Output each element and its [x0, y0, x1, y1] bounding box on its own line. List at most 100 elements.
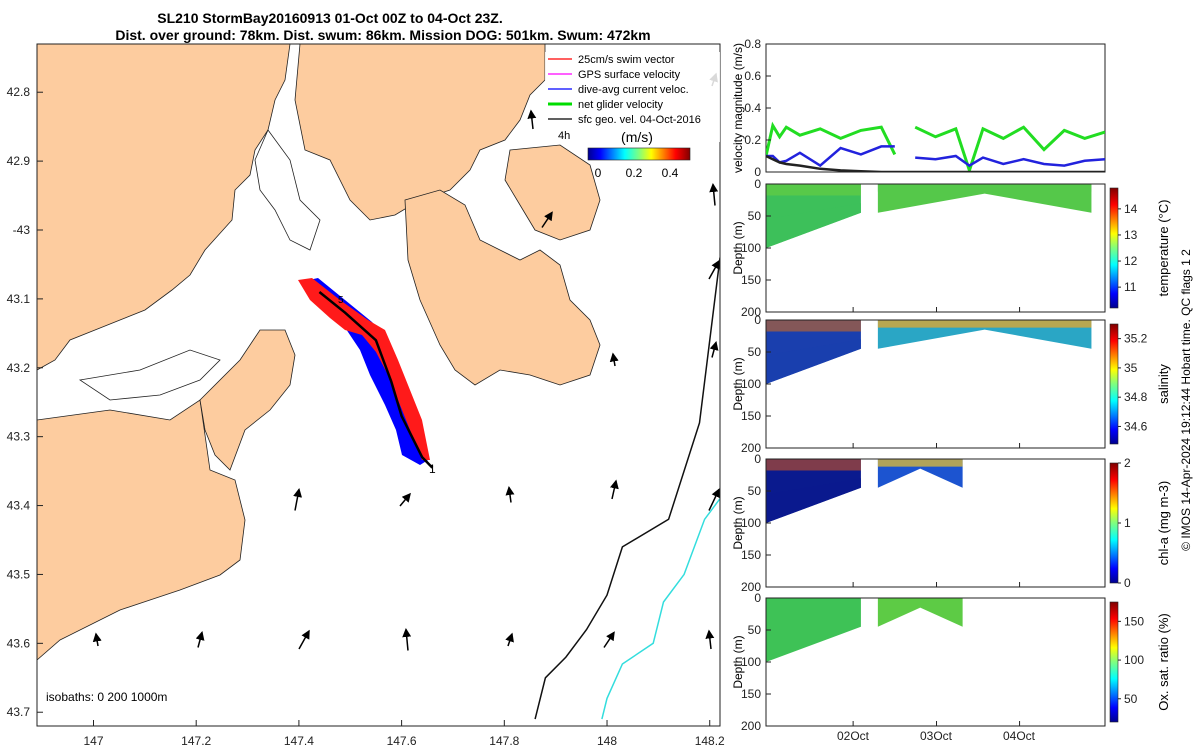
section-ytick-label: 0: [754, 313, 761, 327]
section-colorbar: [1109, 187, 1119, 309]
geostrophic-arrows: [92, 72, 720, 651]
map-xtick-label: 147.4: [284, 734, 314, 748]
map-ytick-label: 43.3: [7, 430, 31, 444]
legend-end-label: 4h: [558, 130, 570, 142]
velocity-ytick-label: 0.4: [744, 101, 761, 115]
section-ytick-label: 0: [754, 177, 761, 191]
speed-colorbar: [587, 147, 691, 161]
map-ytick-label: 43.5: [7, 567, 31, 581]
map-ytick-label: -43: [13, 223, 31, 237]
section-ytick-label: 150: [741, 548, 761, 562]
colorbar-tick-label: 2: [1124, 456, 1131, 470]
map-ytick-label: 42.9: [7, 154, 31, 168]
map-legend: 25cm/s swim vector GPS surface velocity di…: [545, 52, 720, 142]
map-ytick-label: 42.8: [7, 85, 31, 99]
colorbar-label: chl-a (mg m-3): [1156, 481, 1171, 566]
section-ytick-label: 200: [741, 305, 761, 319]
section-data-left: [766, 598, 861, 662]
velocity-series-line: [914, 125, 1105, 172]
geo-velocity-arrow: [399, 492, 411, 507]
legend-entry-label: sfc geo. vel. 04-Oct-2016: [578, 114, 701, 126]
colorbar-tick-2: 0.4: [662, 166, 679, 180]
colorbar-title: (m/s): [621, 129, 653, 145]
land-mainland-north: [37, 44, 291, 371]
colorbar-tick-label: 50: [1124, 692, 1138, 706]
section-colorbar: [1109, 462, 1119, 584]
isobaths-note: isobaths: 0 200 1000m: [46, 690, 167, 704]
geo-velocity-arrow: [709, 341, 719, 358]
section-ytick-label: 50: [748, 209, 762, 223]
colorbar-tick-label: 1: [1124, 516, 1131, 530]
section-ylabel: Depth (m): [731, 496, 745, 549]
land-tasman-peninsula: [404, 189, 601, 386]
section-ytick-label: 100: [741, 241, 761, 255]
dive-avg-current-band: [300, 278, 428, 465]
geo-velocity-arrow: [527, 109, 537, 130]
colorbar-label: salinity: [1156, 364, 1171, 404]
section-panel-chl-a: 0 50 100 150 200 Depth (m) 0 1 2 chl-a (mg m-3): [731, 452, 1171, 594]
xtick-02oct: 02Oct: [837, 729, 870, 743]
geo-velocity-arrow: [298, 629, 310, 650]
velocity-series-line: [766, 154, 1105, 172]
section-panel-temperature: 0 50 100 150 200 Depth (m) 11 12 13 14 temperature…: [731, 177, 1171, 319]
section-colorbar: [1109, 323, 1119, 445]
legend-entry-label: GPS surface velocity: [578, 69, 681, 81]
inner-bay: [78, 349, 221, 401]
colorbar-tick-label: 0: [1124, 576, 1131, 590]
section-ytick-label: 0: [754, 452, 761, 466]
section-ytick-label: 200: [741, 441, 761, 455]
land-southwest: [37, 399, 246, 661]
isobath-1000m-line: [601, 497, 720, 720]
figure-title-line2: Dist. over ground: 78km. Dist. swum: 86k…: [115, 27, 650, 43]
colorbar-label: temperature (°C): [1156, 200, 1171, 297]
legend-entry-label: net glider velocity: [578, 99, 663, 111]
geo-velocity-arrow: [708, 259, 720, 280]
section-colorbar: [1109, 601, 1119, 723]
section-data-surface-right: [877, 184, 1092, 192]
geo-velocity-arrow: [609, 479, 619, 500]
section-ytick-label: 50: [748, 484, 762, 498]
map-xtick-label: 147: [83, 734, 103, 748]
map-xtick-label: 147.6: [387, 734, 417, 748]
velocity-ytick-label: 0: [754, 165, 761, 179]
velocity-ytick-label: 0.2: [744, 133, 761, 147]
section-data-deep: [766, 339, 861, 384]
glider-track-line: [318, 291, 434, 469]
geo-velocity-arrow: [709, 183, 719, 206]
geo-velocity-arrow: [92, 632, 102, 647]
section-data-surface-right: [877, 459, 963, 467]
colorbar-tick-0: 0: [595, 166, 602, 180]
derwent-estuary: [254, 129, 321, 251]
geo-velocity-arrow: [402, 628, 412, 651]
section-ylabel: Depth (m): [731, 635, 745, 688]
map-xtick-label: 147.8: [489, 734, 519, 748]
velocity-ytick-label: 0.6: [744, 69, 761, 83]
section-ytick-label: 200: [741, 580, 761, 594]
section-ytick-label: 100: [741, 516, 761, 530]
geo-velocity-arrow: [609, 352, 619, 367]
track-mid-label: 5: [338, 295, 344, 306]
map-ytick-label: 43.4: [7, 499, 31, 513]
geo-velocity-arrow: [505, 486, 515, 503]
section-ytick-label: 150: [741, 409, 761, 423]
isobath-200m-line: [534, 257, 720, 720]
map-axes-frame: [36, 43, 721, 727]
section-data-surface: [766, 459, 861, 471]
figure-title-line1: SL210 StormBay20160913 01-Oct 00Z to 04-…: [157, 10, 503, 26]
land-north-central: [294, 44, 546, 221]
section-data-deep: [766, 478, 861, 523]
map-xtick-label: 148: [597, 734, 617, 748]
velocity-series-line: [915, 154, 1105, 168]
velocity-tick-labels: 0 0.2 0.4 0.6 0.8: [744, 37, 771, 179]
colorbar-label: Ox. sat. ratio (%): [1156, 613, 1171, 711]
colorbar-tick-label: 14: [1124, 202, 1138, 216]
section-ylabel: Depth (m): [731, 357, 745, 410]
xtick-04oct: 04Oct: [1003, 729, 1036, 743]
colorbar-tick-label: 11: [1124, 280, 1137, 294]
geo-velocity-arrow: [603, 631, 615, 648]
colorbar-tick-label: 100: [1124, 653, 1144, 667]
velocity-series-line: [766, 121, 897, 157]
colorbar-tick-label: 150: [1124, 614, 1144, 628]
colorbar-tick-label: 13: [1124, 228, 1138, 242]
